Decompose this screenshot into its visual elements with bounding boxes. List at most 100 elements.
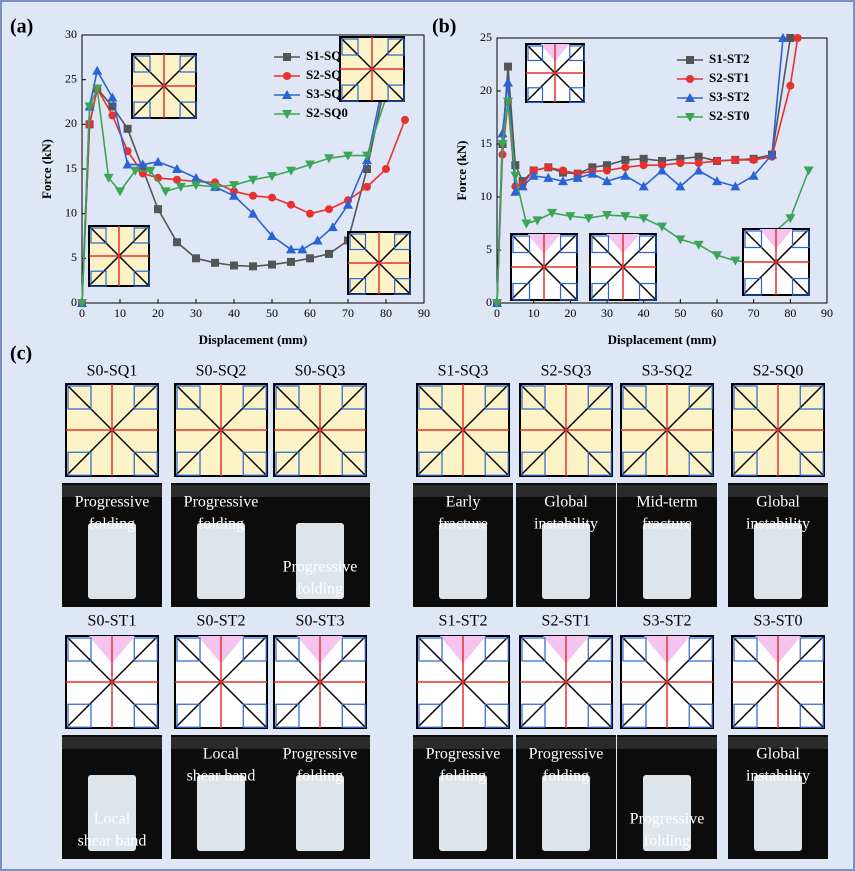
marker — [748, 170, 759, 180]
x-axis-label: Displacement (mm) — [199, 332, 308, 347]
inset-cell — [67, 385, 92, 410]
legend-label: S3-SQ2 — [306, 86, 348, 101]
marker — [77, 299, 87, 308]
inset-cell — [799, 385, 824, 410]
inset-cell — [569, 45, 585, 62]
inset-cell — [622, 637, 647, 662]
legend-label: S2-SQ0 — [306, 105, 348, 120]
platen — [171, 737, 271, 749]
y-tick-label: 0 — [486, 295, 492, 309]
marker — [511, 161, 520, 170]
marker — [160, 187, 171, 197]
marker — [154, 205, 162, 214]
marker — [712, 251, 722, 261]
inset-cell — [275, 451, 300, 476]
inset-cell — [484, 385, 509, 410]
marker — [694, 152, 703, 161]
marker — [583, 214, 594, 224]
inset-cell — [275, 385, 300, 410]
marker — [325, 249, 333, 258]
inset-cell — [176, 451, 201, 476]
y-tick-label: 25 — [480, 30, 492, 44]
marker — [620, 212, 631, 222]
y-tick-label: 10 — [65, 205, 77, 219]
inset — [88, 225, 150, 287]
inset — [65, 383, 159, 477]
inset-cell — [418, 385, 443, 410]
marker — [532, 216, 543, 226]
marker — [137, 159, 148, 169]
inset-cell — [67, 703, 92, 728]
platen — [617, 737, 717, 749]
inset — [347, 231, 411, 295]
platen — [171, 485, 271, 497]
inset-cell — [791, 230, 810, 249]
x-tick-label: 20 — [564, 306, 576, 320]
marker — [658, 156, 666, 165]
inset — [620, 383, 714, 477]
marker — [286, 244, 296, 254]
specimen — [439, 523, 487, 599]
inset-cell — [799, 451, 824, 476]
marker — [229, 190, 239, 200]
y-tick-label: 0 — [71, 295, 77, 309]
inset-cell — [733, 385, 758, 410]
y-axis-label: Force (kN) — [39, 139, 54, 199]
marker — [621, 163, 630, 172]
specimen — [197, 775, 245, 851]
specimen — [643, 775, 691, 851]
specimen — [439, 775, 487, 851]
x-tick-label: 20 — [152, 306, 164, 320]
x-tick-label: 90 — [418, 306, 430, 320]
legend-marker — [685, 113, 695, 122]
inset — [519, 635, 613, 729]
inset-cell — [688, 385, 713, 410]
specimen — [296, 523, 344, 599]
inset-cell — [387, 84, 405, 102]
inset-cell — [179, 101, 197, 119]
legend-label: S2-ST0 — [709, 108, 749, 123]
marker — [84, 102, 95, 112]
legend-marker — [282, 90, 292, 99]
specimen-name: S2-SQ3 — [541, 363, 592, 380]
failure-mode: Progressive — [75, 494, 150, 511]
marker — [793, 34, 802, 42]
marker — [343, 151, 353, 161]
marker — [620, 170, 631, 180]
specimen — [542, 775, 590, 851]
x-tick-label: 50 — [266, 306, 278, 320]
marker — [603, 161, 611, 170]
inset-cell — [133, 55, 151, 73]
inset-cell — [799, 637, 824, 662]
inset-cell — [176, 637, 201, 662]
y-tick-label: 30 — [65, 27, 77, 41]
marker — [249, 191, 257, 200]
legend-marker — [283, 53, 291, 61]
marker — [587, 168, 598, 178]
marker — [210, 182, 220, 192]
inset-cell — [622, 451, 647, 476]
marker — [173, 238, 181, 247]
inset-cell — [341, 84, 359, 102]
marker — [108, 102, 117, 111]
inset-cell — [521, 451, 546, 476]
marker — [497, 140, 508, 149]
inset — [519, 383, 613, 477]
inset-cell — [591, 282, 610, 301]
specimen — [542, 523, 590, 599]
marker — [786, 81, 795, 90]
inset-cell — [67, 637, 92, 662]
platen — [270, 485, 370, 497]
inset-cell — [242, 637, 267, 662]
marker — [327, 222, 338, 232]
marker — [154, 173, 162, 182]
marker — [312, 235, 323, 245]
platen — [62, 737, 162, 749]
inset-cell — [733, 637, 758, 662]
inset-cell — [176, 385, 201, 410]
inset-cell — [242, 703, 267, 728]
failure-mode: shear band — [78, 833, 147, 850]
marker — [639, 154, 648, 163]
inset-cell — [799, 703, 824, 728]
